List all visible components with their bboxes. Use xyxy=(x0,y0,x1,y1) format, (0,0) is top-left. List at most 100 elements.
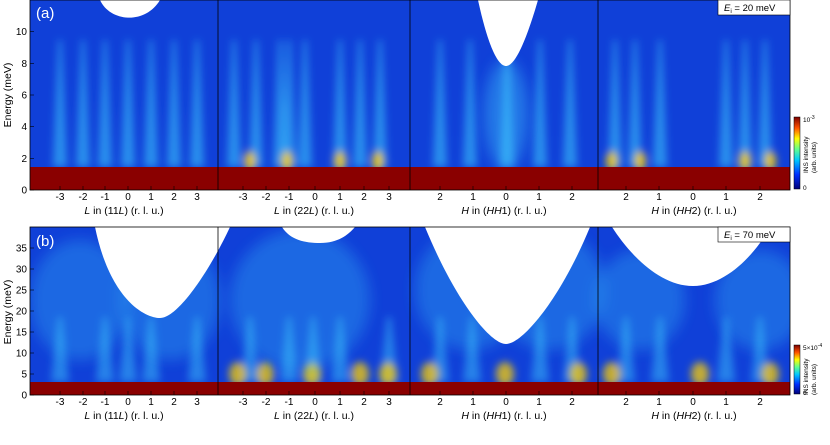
ylabel-b: Energy (meV) xyxy=(2,280,14,345)
xlabel: L in (11L) (r. l. u.) xyxy=(84,205,163,217)
ytick-label: 2 xyxy=(21,154,27,165)
xtick-label: 0 xyxy=(690,192,696,203)
ei-value-a: = 20 meV xyxy=(732,3,776,14)
heatmap-b xyxy=(30,227,790,395)
mode-line xyxy=(628,40,642,167)
xtick-label: 1 xyxy=(337,192,343,203)
mode-line xyxy=(758,40,772,167)
xlabel-var2: HH xyxy=(487,410,503,422)
mode-line xyxy=(298,40,312,167)
mode-line xyxy=(531,317,549,382)
ytick-label: 30 xyxy=(16,265,28,276)
xlabel: H in (HH2) (r. l. u.) xyxy=(651,205,736,217)
xlabel-end: 1) (r. l. u.) xyxy=(502,205,547,217)
xlabel: H in (HH2) (r. l. u.) xyxy=(651,410,736,422)
ytick-label: 4 xyxy=(21,122,27,133)
xtick-label: 1 xyxy=(148,397,154,408)
xtick-label: 1 xyxy=(470,192,476,203)
svg-text:Ei = 20 meV: Ei = 20 meV xyxy=(724,3,776,15)
ytick-label: 0 xyxy=(21,391,27,402)
xlabel: H in (HH1) (r. l. u.) xyxy=(461,410,546,422)
xlabel-mid: in ( xyxy=(659,410,677,422)
ei-symbol-b: E xyxy=(724,230,731,241)
colorbar-a: 10-3 0 INS intensity (arb. units) xyxy=(793,115,818,192)
mode-line xyxy=(563,40,577,167)
xtick-label: -2 xyxy=(79,192,88,203)
xtick-label: -1 xyxy=(285,397,294,408)
xlabel-mid: in ( xyxy=(469,410,487,422)
kinematic-limit xyxy=(478,0,538,66)
ei-sub-a: i xyxy=(730,8,731,15)
cbar-max-a: 10 xyxy=(803,117,811,124)
xlabel-mid: in ( xyxy=(469,205,487,217)
ytick-label: 35 xyxy=(16,244,28,255)
xtick-label: -3 xyxy=(56,397,65,408)
colorbar-b: 5×10-4 0 INS intensity (arb. units) xyxy=(793,343,822,397)
xtick-label: 0 xyxy=(125,192,131,203)
hot-spot xyxy=(569,362,587,386)
kinematic-limit xyxy=(100,0,160,18)
svg-text:5×10-4: 5×10-4 xyxy=(803,343,822,352)
xtick-label: -2 xyxy=(262,397,271,408)
ytick-label: 15 xyxy=(16,328,28,339)
mode-line xyxy=(717,317,735,382)
cbar-units-b: (arb. units) xyxy=(811,364,818,395)
xlabel-end: 2) (r. l. u.) xyxy=(692,205,737,217)
mode-haze-A xyxy=(484,60,528,170)
xtick-label: 1 xyxy=(723,397,729,408)
hot-spot xyxy=(606,151,618,171)
xlabel-mid: in ( xyxy=(659,205,677,217)
xlabel-var2: HH xyxy=(677,205,693,217)
xtick-label: -1 xyxy=(101,192,110,203)
hot-spot xyxy=(739,151,751,171)
xtick-label: -2 xyxy=(262,192,271,203)
mode-line xyxy=(333,40,347,167)
xtick-label: 1 xyxy=(536,397,542,408)
xtick-label: -3 xyxy=(239,192,248,203)
xlabel-mid: in (11 xyxy=(90,205,119,217)
hot-spot xyxy=(764,151,776,171)
xtick-label: 1 xyxy=(656,397,662,408)
xlabel-var: H xyxy=(461,205,469,217)
panel-label-a: (a) xyxy=(36,5,54,22)
mode-line xyxy=(76,40,90,167)
mode-line xyxy=(373,40,387,167)
xtick-label: 1 xyxy=(656,192,662,203)
xtick-label: -1 xyxy=(101,397,110,408)
xtick-label: 0 xyxy=(690,397,696,408)
mode-line xyxy=(282,40,296,167)
xlabel-mid: in (22 xyxy=(280,205,309,217)
svg-text:Ei = 70 meV: Ei = 70 meV xyxy=(724,230,776,242)
xtick-label: 2 xyxy=(569,397,575,408)
hot-spot xyxy=(603,362,621,386)
xlabel: L in (11L) (r. l. u.) xyxy=(84,410,163,422)
ytick-label: 6 xyxy=(21,91,27,102)
xlabel-end: ) (r. l. u.) xyxy=(315,205,354,217)
xtick-label: 3 xyxy=(386,192,392,203)
hot-spot xyxy=(421,362,439,386)
xlabel-end: ) (r. l. u.) xyxy=(315,410,354,422)
hot-spot xyxy=(244,151,256,171)
mode-line xyxy=(533,40,547,167)
xtick-label: 1 xyxy=(536,192,542,203)
xtick-label: 3 xyxy=(386,397,392,408)
xtick-label: -3 xyxy=(239,397,248,408)
continuum-haze xyxy=(30,240,130,360)
xtick-label: -1 xyxy=(285,192,294,203)
ytick-label: 25 xyxy=(16,286,28,297)
xtick-label: 0 xyxy=(503,397,509,408)
ytick-label: 5 xyxy=(21,370,27,381)
mode-line xyxy=(249,40,263,167)
xtick-label: 0 xyxy=(125,397,131,408)
hot-spot xyxy=(372,151,384,171)
central-mode xyxy=(484,60,528,170)
xlabel: H in (HH1) (r. l. u.) xyxy=(461,205,546,217)
mode-line xyxy=(144,40,158,167)
xlabel-mid: in (22 xyxy=(280,410,309,422)
xlabel-mid: in (11 xyxy=(90,410,119,422)
mode-line xyxy=(738,40,752,167)
